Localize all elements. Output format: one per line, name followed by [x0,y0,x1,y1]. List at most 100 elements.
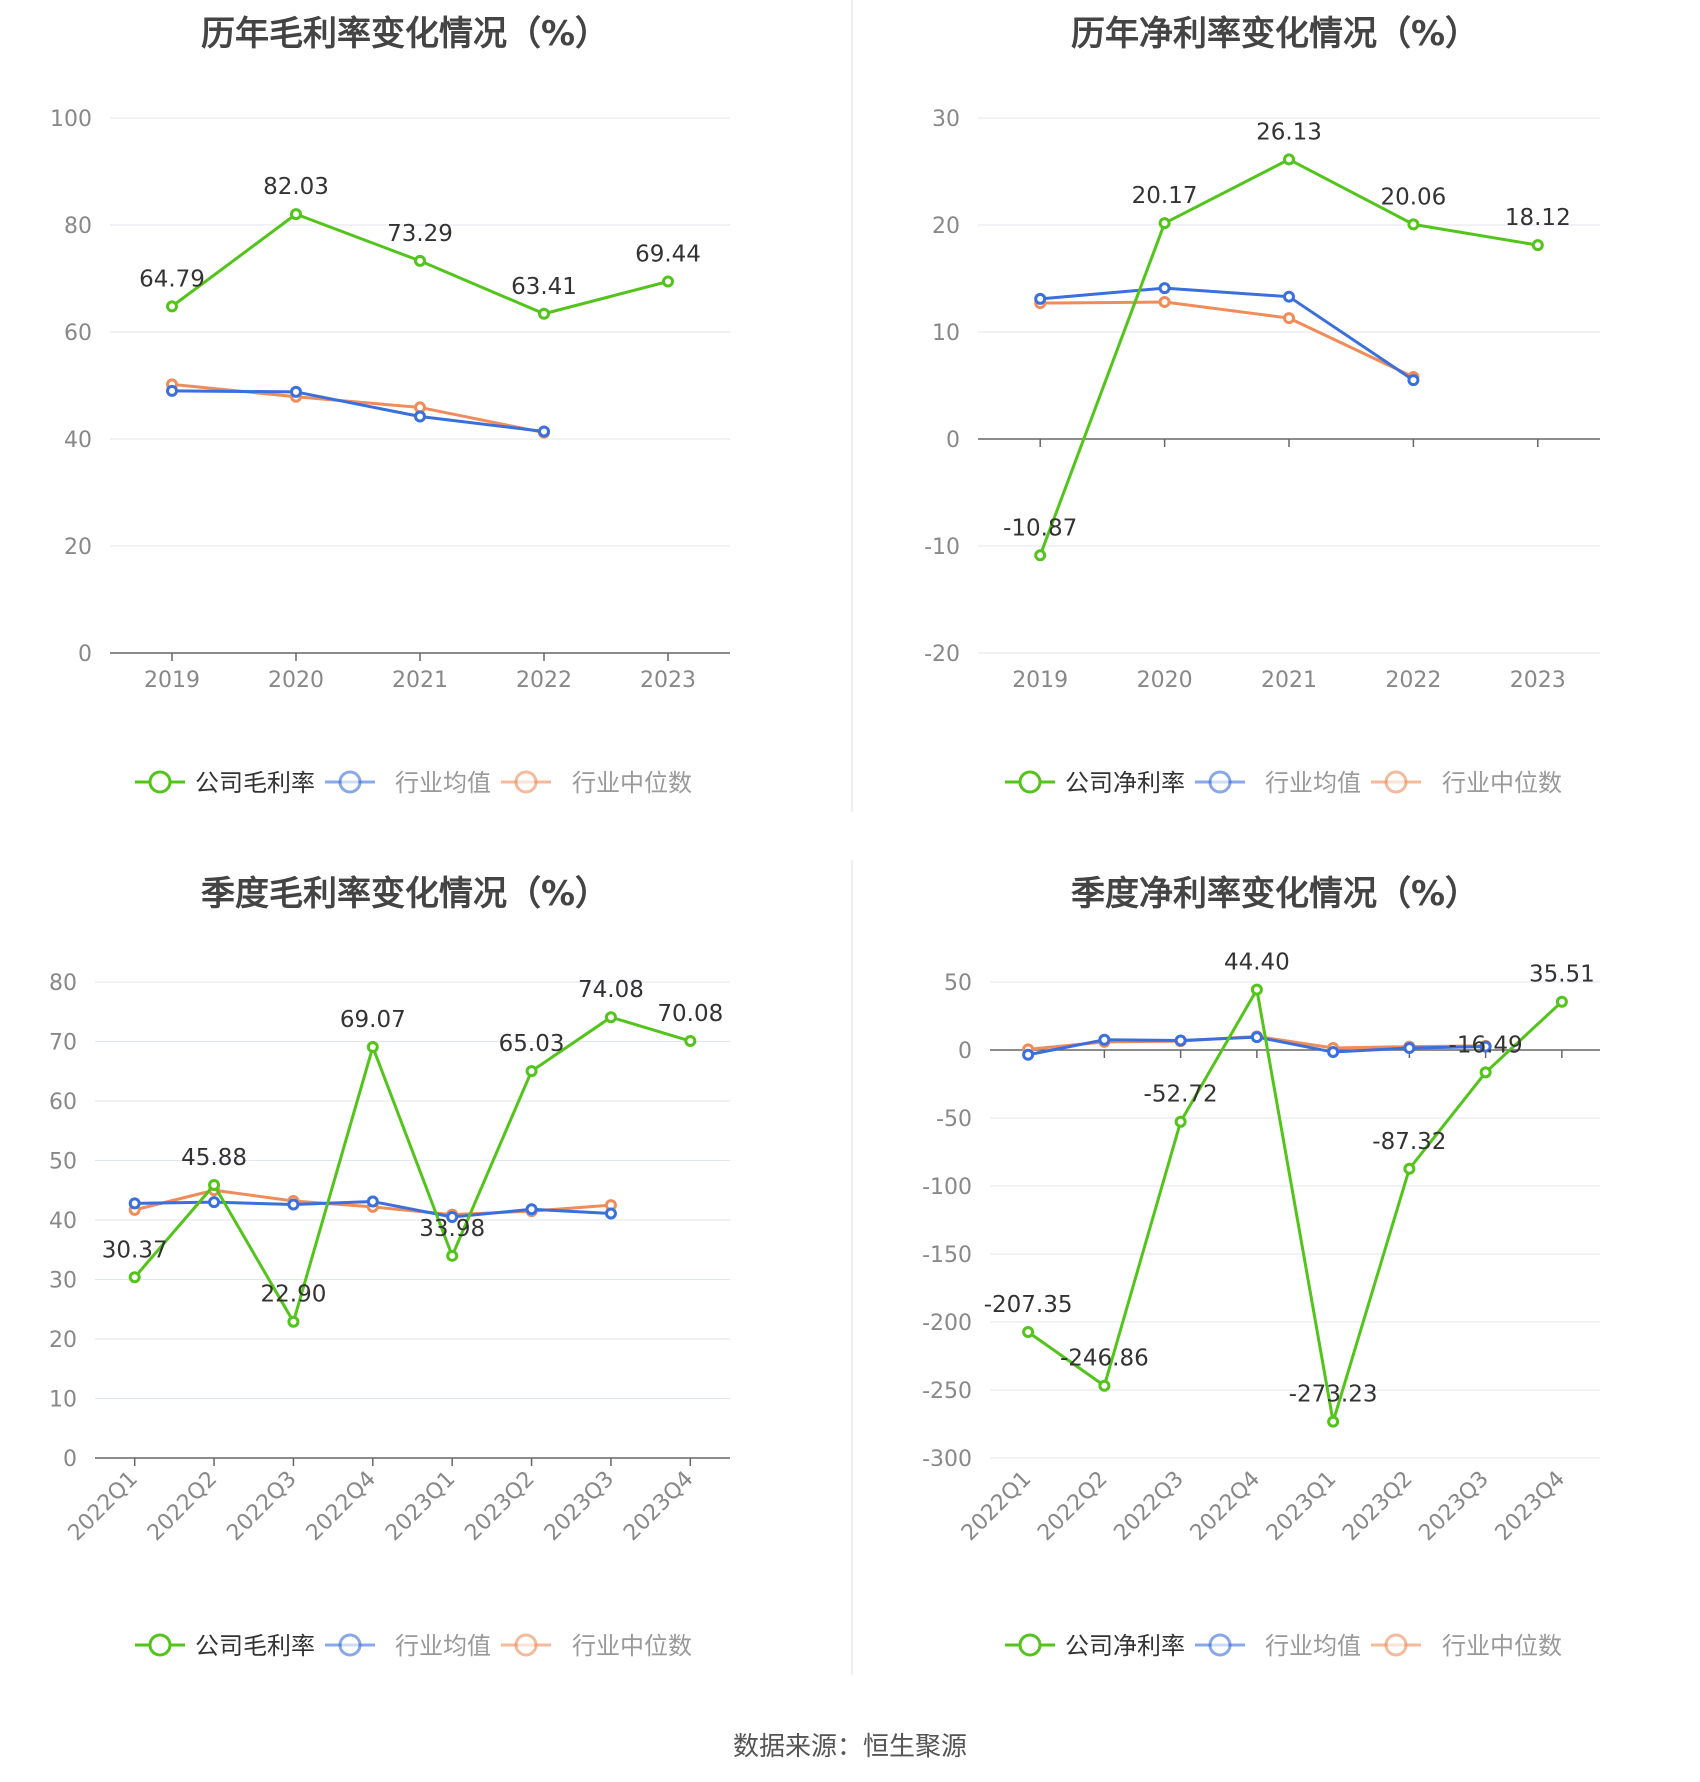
data-label: 82.03 [263,174,329,200]
data-point[interactable] [1327,1046,1340,1059]
legend-swatch-marker [1018,770,1042,794]
data-point[interactable] [1407,218,1420,231]
data-point[interactable] [290,208,302,221]
legend-item[interactable]: 行业中位数 [501,769,692,797]
legend-item[interactable]: 行业均值 [1195,769,1361,797]
data-point[interactable] [1555,995,1568,1008]
x-tick-label: 2022Q2 [143,1467,222,1546]
data-point[interactable] [366,1195,379,1208]
data-point[interactable] [128,1271,141,1284]
data-label: 44.40 [1224,950,1290,976]
data-point[interactable] [446,1211,459,1224]
legend-label: 公司毛利率 [195,1632,315,1660]
data-label: -207.35 [984,1292,1073,1318]
data-label: 74.08 [578,977,644,1003]
x-tick-label: 2022Q3 [1109,1467,1188,1546]
legend-item[interactable]: 公司毛利率 [135,1632,315,1660]
chart-title: 历年毛利率变化情况（%） [201,14,609,54]
data-point[interactable] [414,410,426,423]
x-tick-label: 2023Q1 [381,1467,460,1546]
data-point[interactable] [1022,1048,1035,1061]
x-tick-label: 2022Q4 [302,1467,381,1546]
data-point[interactable] [604,1207,617,1220]
legend-swatch-marker [1018,1633,1042,1657]
data-label: 65.03 [499,1031,565,1057]
data-point[interactable] [208,1179,221,1192]
x-tick-label: 2020 [1137,668,1193,693]
data-point[interactable] [662,275,674,288]
chart-2: 历年净利率变化情况（%） -20 -10 0 10 20 30 2019 2020 2021 202… [924,14,1600,797]
data-point[interactable] [1022,1325,1035,1338]
data-point[interactable] [414,254,426,267]
data-point[interactable] [1250,983,1263,996]
data-point[interactable] [166,300,178,313]
legend-item[interactable]: 行业均值 [325,769,491,797]
legend-item[interactable]: 公司净利率 [1005,769,1185,797]
legend-item[interactable]: 行业均值 [325,1632,491,1660]
data-point[interactable] [1158,282,1171,295]
data-point[interactable] [1034,549,1047,562]
x-tick-label: 2022 [1385,668,1441,693]
legend-item[interactable]: 公司毛利率 [135,769,315,797]
data-point[interactable] [1403,1162,1416,1175]
data-point[interactable] [287,1315,300,1328]
y-tick-label: 40 [64,428,92,453]
data-point[interactable] [1327,1415,1340,1428]
data-point[interactable] [166,384,178,397]
x-tick-label: 2023Q2 [460,1467,539,1546]
series-line-2 [1040,286,1415,382]
data-point[interactable] [1479,1066,1492,1079]
legend-item[interactable]: 行业中位数 [1371,1632,1562,1660]
data-point[interactable] [1403,1041,1416,1054]
data-point[interactable] [366,1041,379,1054]
data-point[interactable] [446,1249,459,1262]
data-point[interactable] [684,1035,697,1048]
data-label: 73.29 [387,221,453,247]
data-point[interactable] [1174,1115,1187,1128]
data-label: 70.08 [657,1001,723,1027]
legend-item[interactable]: 行业中位数 [501,1632,692,1660]
y-tick-label: -250 [922,1379,972,1404]
data-point[interactable] [525,1203,538,1216]
data-label: -52.72 [1144,1082,1218,1108]
x-tick-label: 2021 [392,668,448,693]
data-point[interactable] [1098,1033,1111,1046]
legend-item[interactable]: 行业中位数 [1371,769,1562,797]
legend-label: 行业中位数 [572,769,692,797]
data-point[interactable] [1250,1031,1263,1044]
data-point[interactable] [538,307,550,320]
data-point[interactable] [287,1198,300,1211]
x-tick-label: 2022Q1 [957,1467,1036,1546]
data-point[interactable] [1158,296,1171,309]
data-point[interactable] [604,1011,617,1024]
data-point[interactable] [538,425,550,438]
data-point[interactable] [208,1196,221,1209]
legend-swatch-marker [514,1633,538,1657]
data-point[interactable] [1283,290,1295,303]
data-point[interactable] [128,1197,141,1210]
data-point[interactable] [1479,1040,1492,1053]
x-tick-label: 2023Q4 [1491,1467,1570,1546]
data-point[interactable] [1283,153,1295,166]
data-point[interactable] [1098,1379,1111,1392]
x-tick-label: 2022Q4 [1186,1467,1265,1546]
y-tick-label: -100 [922,1175,972,1200]
data-point[interactable] [1407,374,1420,387]
legend-item[interactable]: 公司净利率 [1005,1632,1185,1660]
data-point[interactable] [1034,292,1047,305]
data-point[interactable] [1531,239,1544,252]
x-tick-label: 2023Q2 [1338,1467,1417,1546]
x-tick-label: 2023Q1 [1262,1467,1341,1546]
data-point[interactable] [1174,1034,1187,1047]
data-point[interactable] [290,385,302,398]
data-point[interactable] [525,1065,538,1078]
y-tick-label: 0 [78,642,92,667]
data-point[interactable] [1283,312,1295,325]
data-label: 64.79 [139,266,205,292]
legend-item[interactable]: 行业均值 [1195,1632,1361,1660]
y-tick-label: 80 [64,214,92,239]
data-point[interactable] [1158,217,1171,230]
y-tick-label: 80 [49,971,77,996]
chart-1: 历年毛利率变化情况（%） 0 20 40 60 80 100 2019 2020 2021 2022… [50,14,730,797]
legend-label: 行业中位数 [1442,1632,1562,1660]
